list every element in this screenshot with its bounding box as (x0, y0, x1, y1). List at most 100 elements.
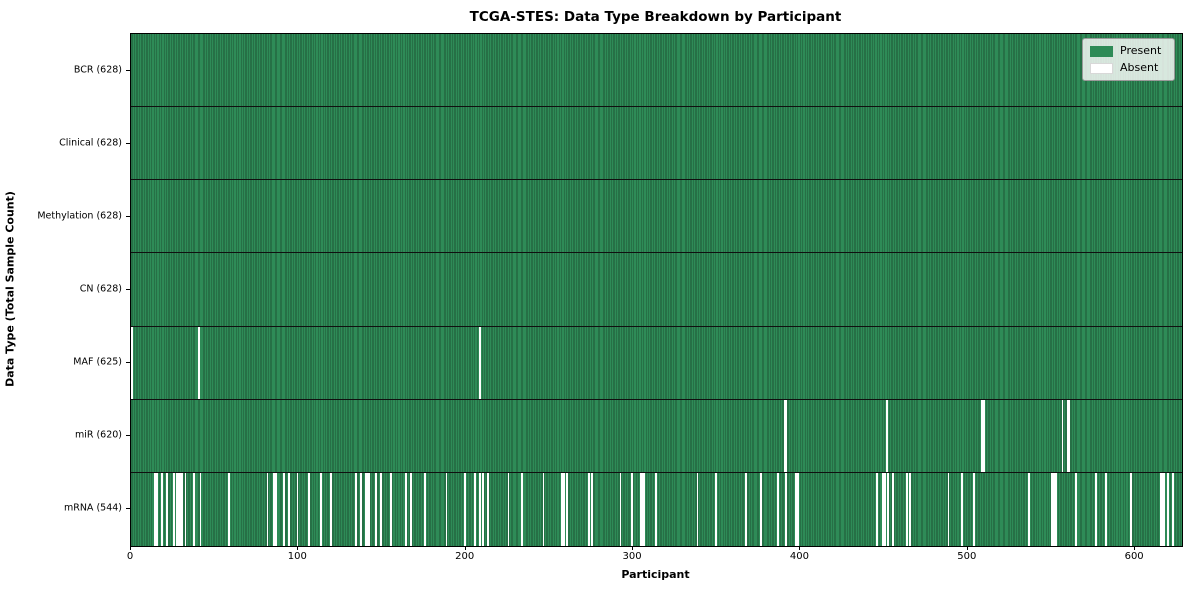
absent-mark-mrna-85 (273, 472, 276, 546)
x-tick-mark-100 (297, 546, 299, 550)
x-tick-mark-300 (632, 546, 634, 550)
absent-mark-mrna-304 (639, 472, 642, 546)
absent-mark-mrna-32 (184, 472, 187, 546)
absent-mark-mrna-199 (464, 472, 466, 546)
absent-swatch-icon (1090, 62, 1113, 74)
absent-mark-mrna-134 (355, 472, 358, 546)
absent-mark-mrna-106 (308, 472, 311, 546)
absent-mark-mrna-292 (619, 472, 622, 546)
absent-mark-mrna-391 (785, 472, 788, 546)
absent-mark-mrna-155 (390, 472, 393, 546)
x-tick-label-500: 500 (957, 551, 977, 562)
legend-item-present: Present (1090, 45, 1166, 57)
absent-mark-mrna-99 (296, 472, 299, 546)
absent-mark-mrna-30 (181, 472, 183, 546)
absent-mark-mrna-141 (366, 472, 369, 546)
x-tick-label-300: 300 (622, 551, 642, 562)
heatmap-row-bcr (131, 34, 1182, 108)
y-tick-label-clinical: Clinical (628) (59, 137, 122, 149)
absent-mark-mrna-28 (177, 472, 180, 546)
absent-mark-mrna-616 (1161, 472, 1164, 546)
absent-mark-mrna-551 (1053, 472, 1055, 546)
absent-mark-mrna-233 (520, 472, 523, 546)
absent-mark-maf-208 (479, 326, 481, 399)
absent-mark-mrna-29 (179, 472, 182, 546)
x-tick-mark-600 (1134, 546, 1136, 550)
absent-mark-mrna-536 (1028, 472, 1030, 546)
absent-mark-maf-0 (131, 326, 133, 399)
absent-mark-mrna-597 (1130, 472, 1132, 546)
absent-mark-mrna-452 (887, 472, 890, 546)
absent-mark-mrna-349 (715, 472, 717, 546)
absent-mark-mrna-376 (760, 472, 763, 546)
absent-mark-mrna-225 (507, 472, 510, 546)
absent-mark-mrna-18 (161, 472, 163, 546)
absent-mark-mrna-258 (562, 472, 565, 546)
y-tick-mark-mir (126, 435, 130, 437)
absent-mark-mrna-21 (166, 472, 168, 546)
y-tick-label-cn: CN (628) (79, 283, 122, 295)
heatmap-row-clinical (131, 107, 1182, 181)
absent-mark-mrna-15 (156, 472, 158, 546)
absent-mark-mrna-175 (423, 472, 426, 546)
absent-mark-mir-559 (1066, 399, 1069, 472)
y-tick-mark-clinical (126, 142, 130, 144)
legend: Present Absent (1082, 38, 1175, 81)
absent-mark-mrna-113 (320, 472, 322, 546)
absent-mark-mrna-313 (654, 472, 657, 546)
absent-mark-mrna-275 (591, 472, 594, 546)
x-tick-label-100: 100 (287, 551, 307, 562)
absent-mark-mrna-94 (288, 472, 291, 546)
y-tick-label-bcr: BCR (628) (73, 64, 122, 76)
absent-mark-mrna-164 (405, 472, 408, 546)
absent-mark-mir-560 (1068, 399, 1070, 472)
absent-mark-mrna-188 (445, 472, 448, 546)
absent-mark-mrna-386 (776, 472, 779, 546)
absent-mark-mrna-455 (892, 472, 895, 546)
heatmap-row-methylation (131, 180, 1182, 254)
absent-mark-mrna-257 (561, 472, 563, 546)
absent-mark-mrna-86 (274, 472, 277, 546)
absent-mark-mrna-273 (587, 472, 590, 546)
absent-mark-mrna-615 (1160, 472, 1163, 546)
heatmap-row-maf (131, 326, 1182, 400)
x-tick-mark-200 (464, 546, 466, 550)
absent-mark-mrna-210 (482, 472, 485, 546)
y-tick-mark-cn (126, 289, 130, 290)
absent-mark-mrna-260 (566, 472, 568, 546)
absent-mark-mrna-496 (961, 472, 963, 546)
absent-mark-mrna-58 (228, 472, 230, 546)
heatmap-row-mir (131, 399, 1182, 473)
x-tick-mark-500 (966, 546, 968, 550)
absent-mark-mrna-449 (882, 472, 885, 546)
absent-mark-mrna-503 (972, 472, 975, 546)
heatmap-row-mrna (131, 472, 1182, 546)
absent-mark-mrna-622 (1171, 472, 1174, 546)
y-tick-label-methylation: Methylation (628) (37, 210, 122, 222)
legend-item-absent: Absent (1090, 62, 1166, 74)
x-axis-label: Participant (621, 568, 690, 581)
absent-mark-mrna-146 (375, 472, 378, 546)
x-tick-mark-0 (130, 546, 131, 550)
absent-mark-mrna-576 (1094, 472, 1097, 546)
heatmap-plot-area (130, 33, 1183, 547)
y-tick-label-mrna: mRNA (544) (63, 502, 122, 514)
absent-mark-mrna-213 (487, 472, 490, 546)
absent-mark-mrna-488 (947, 472, 950, 546)
absent-mark-mrna-142 (368, 472, 371, 546)
absent-mark-mrna-149 (380, 472, 383, 546)
absent-mark-mrna-246 (542, 472, 545, 546)
absent-mark-mrna-119 (330, 472, 332, 546)
absent-mark-mrna-564 (1074, 472, 1077, 546)
absent-mark-mrna-305 (641, 472, 644, 546)
absent-mark-mrna-41 (199, 472, 202, 546)
absent-mark-mir-556 (1061, 399, 1064, 472)
chart-title: TCGA-STES: Data Type Breakdown by Partic… (469, 9, 842, 25)
absent-mark-mrna-465 (909, 472, 911, 546)
absent-mark-mrna-397 (795, 472, 798, 546)
absent-mark-mrna-299 (631, 472, 634, 546)
heatmap-row-cn (131, 253, 1182, 327)
absent-mark-mrna-306 (643, 472, 645, 546)
present-swatch-icon (1090, 45, 1113, 57)
